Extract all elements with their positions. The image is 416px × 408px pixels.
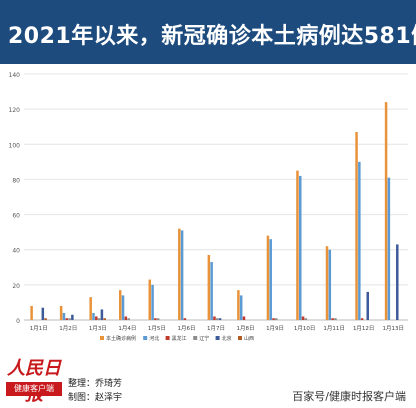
legend-label: 本土确诊病例 [106,335,136,342]
legend-swatch [238,336,242,340]
x-tick-label: 1月5日 [148,325,166,332]
bar [207,254,211,320]
bar [97,318,101,320]
bar [304,318,308,320]
bar [269,239,272,320]
legend-label: 黑龙江 [172,335,187,342]
source-watermark: 百家号/健康时报客户端 [292,390,406,403]
y-tick-label: 0 [16,318,20,325]
page-title: 2021年以来，新冠确诊本土病例达581例 [8,24,416,49]
bar [180,230,184,320]
bar [296,170,299,320]
bar [331,318,334,320]
legend-label: 河北 [149,335,159,342]
bar [213,316,216,320]
x-tick-label: 1月7日 [207,325,225,332]
bar [384,102,388,320]
legend-swatch [165,336,170,340]
x-tick-label: 1月8日 [237,325,255,332]
bar [266,235,270,320]
bar [358,161,361,320]
bar [239,295,243,320]
bar [237,290,240,320]
y-tick-label: 20 [12,283,20,290]
bar [178,228,181,320]
bar [95,316,98,320]
bar [127,318,130,320]
bar [151,284,154,320]
bar [156,318,160,320]
bar [183,318,187,320]
bar [41,307,45,320]
bar [100,309,104,320]
legend-swatch [143,336,148,340]
legend-label: 辽宁 [199,335,209,342]
y-tick-label: 140 [9,72,21,79]
bar [92,312,95,320]
bar [62,312,66,320]
bar [154,318,157,320]
legend-label: 北京 [222,335,232,342]
bar [325,246,329,320]
bar [210,262,213,320]
bar-chart: 0 20 40 60 80 100 120 140 1月1日 1月2日 1月3日 1月4日 1月5日 1月… [9,72,408,342]
bar [366,291,369,320]
bar [121,295,125,320]
bar [118,290,122,320]
x-tick-label: 1月11日 [323,325,345,332]
bar [103,318,106,320]
bar [216,318,219,320]
bar [148,279,152,320]
bar [272,318,275,320]
bar [396,244,399,320]
bar [360,318,364,320]
x-tick-label: 1月13日 [382,325,404,332]
chart-panel: 0 20 40 60 80 100 120 140 1月1日 1月2日 1月3日 1月4日 1月5日 1月… [0,64,416,344]
bar [65,318,69,320]
x-tick-label: 1月2日 [59,325,77,332]
bar [59,305,63,320]
logo-text: 人民日报 [7,358,61,405]
bar [355,131,358,320]
y-tick-label: 80 [12,177,20,184]
x-tick-label: 1月3日 [89,325,107,332]
x-tick-label: 1月10日 [294,325,316,332]
x-tick-label: 1月4日 [118,325,136,332]
bar [218,318,222,320]
bar [30,305,33,320]
legend-swatch [215,336,220,340]
bar [301,316,305,320]
x-tick-label: 1月12日 [353,325,375,332]
y-tick-label: 60 [12,213,20,220]
legend-swatch [100,336,104,340]
bar [89,297,92,320]
bar [387,177,391,320]
y-tick-label: 40 [12,248,20,255]
x-tick-label: 1月6日 [177,325,195,332]
credit-editor: 整理：乔琦芳 [68,379,123,389]
logo-subtitle: 健康客户端 [6,382,62,396]
y-tick-label: 120 [9,107,21,114]
x-tick-label: 1月1日 [30,325,48,332]
bar [334,318,337,320]
bar [68,318,71,320]
publisher-logo: 人民日报 健康客户端 [6,352,62,405]
bar [242,316,246,320]
bar [275,318,278,320]
legend-swatch [193,336,198,340]
title-banner: 2021年以来，新冠确诊本土病例达581例 [0,0,416,64]
bar [124,316,128,320]
credit-designer: 制图：赵泽宇 [68,393,123,403]
legend-label: 山西 [244,335,254,342]
bar [328,249,332,320]
bar [71,314,74,320]
bar [44,318,47,320]
y-tick-label: 100 [9,142,21,149]
bar [299,175,302,320]
footer: 人民日报 健康客户端 整理：乔琦芳 制图：赵泽宇 百家号/健康时报客户端 [0,344,416,408]
x-tick-label: 1月9日 [266,325,284,332]
